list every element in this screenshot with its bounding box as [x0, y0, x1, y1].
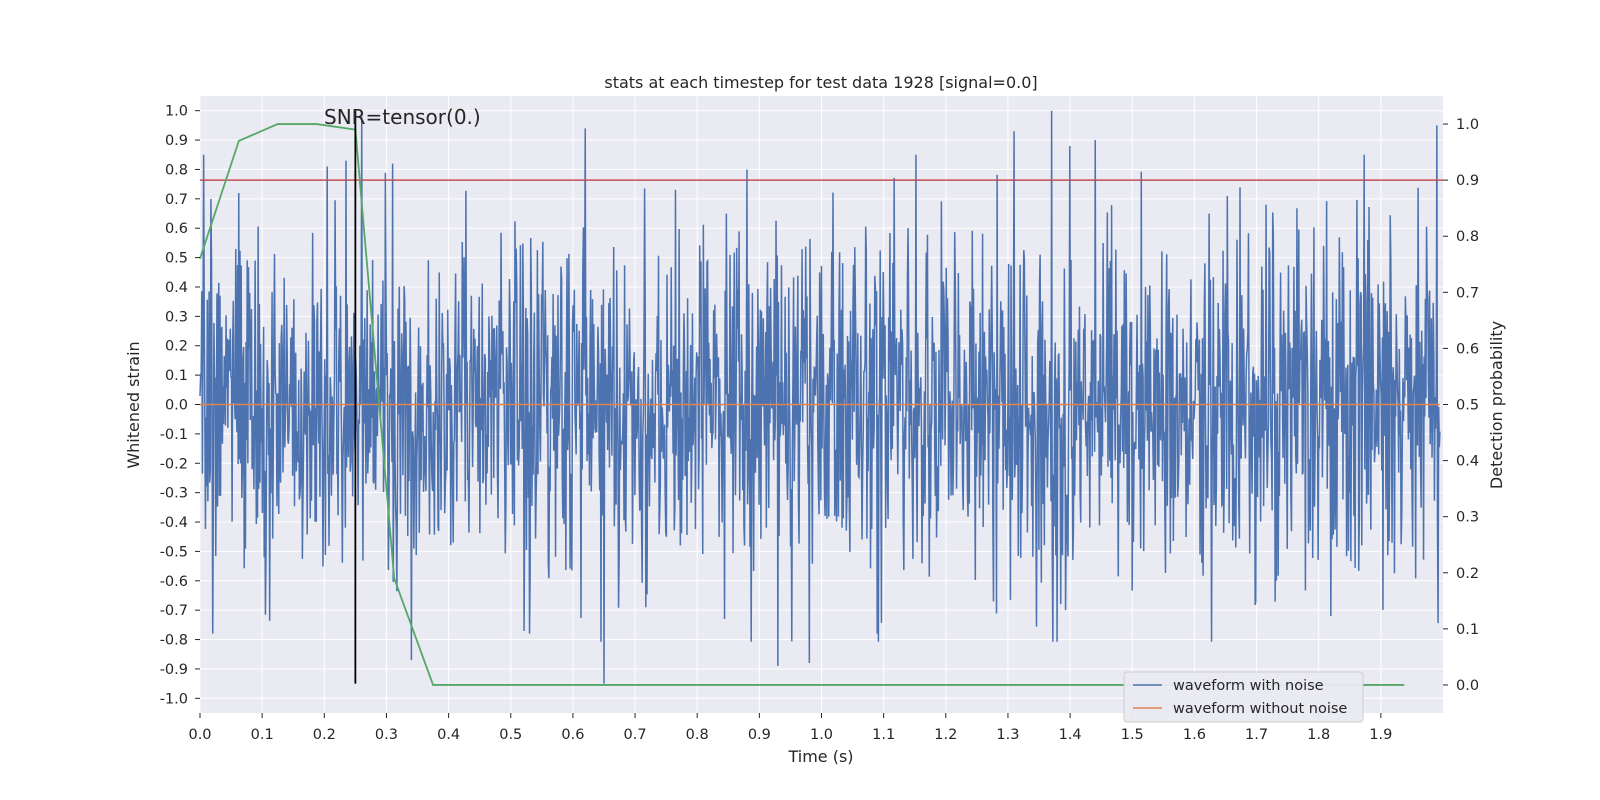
y-right-tick-label: 0.5 [1456, 398, 1479, 414]
x-tick-label: 1.4 [1059, 727, 1082, 743]
x-tick-label: 0.1 [251, 727, 274, 743]
legend-box [1123, 671, 1364, 723]
detection-probability-line [199, 123, 1405, 686]
x-tick-label: 0.9 [748, 727, 771, 743]
y-right-tick-label: 0.9 [1456, 173, 1479, 189]
y-left-tick-label: -0.2 [160, 456, 188, 472]
chart-title: stats at each timestep for test data 192… [604, 73, 1037, 92]
legend-label-noise: waveform with noise [1173, 678, 1324, 694]
x-tick-label: 1.6 [1183, 727, 1206, 743]
x-tick-label: 0.3 [375, 727, 398, 743]
y-right-tick-label: 0.3 [1456, 510, 1479, 526]
waveform-with-noise-line [199, 110, 1441, 684]
y-left-tick-label: 0.6 [165, 221, 188, 237]
y-left-tick-label: 0.4 [165, 280, 188, 296]
x-tick-labels: 0.0 0.1 0.2 0.3 0.4 0.5 0.6 0.7 0.8 0.9 1.0 1.1 1.2 1… [188, 713, 1392, 743]
x-tick-label: 0.6 [561, 727, 584, 743]
x-tick-label: 0.4 [437, 727, 460, 743]
y-axis-label-left: Whitened strain [124, 341, 143, 468]
series-waveform-with-noise [199, 110, 1441, 684]
y-axis-label-right: Detection probability [1487, 321, 1506, 489]
x-tick-label: 0.2 [313, 727, 336, 743]
y-left-tick-label: 0.9 [165, 133, 188, 149]
y-left-tick-label: -0.6 [160, 574, 188, 590]
y-left-tick-label: 0.5 [165, 251, 188, 267]
y-left-tick-label: -1.0 [160, 691, 188, 707]
y-left-tick-labels: 1.0 0.9 0.8 0.7 0.6 0.5 0.4 0.3 0.2 0.1 0.0 -0.1 -0.… [160, 104, 200, 707]
y-right-tick-label: 0.8 [1456, 229, 1479, 245]
x-tick-label: 1.0 [810, 727, 833, 743]
x-tick-label: 1.5 [1121, 727, 1144, 743]
y-left-tick-label: 0.3 [165, 309, 188, 325]
y-left-tick-label: 1.0 [165, 104, 188, 120]
x-tick-label: 1.2 [934, 727, 957, 743]
y-left-tick-label: -0.8 [160, 633, 188, 649]
y-right-tick-label: 0.4 [1456, 454, 1479, 470]
y-left-tick-label: -0.9 [160, 662, 188, 678]
series-detection-probability [199, 123, 1405, 686]
y-right-tick-label: 0.7 [1456, 285, 1479, 301]
y-left-tick-label: 0.7 [165, 192, 188, 208]
x-tick-label: 1.7 [1245, 727, 1268, 743]
y-right-tick-labels: 1.0 0.9 0.8 0.7 0.6 0.5 0.4 0.3 0.2 0.1 0.0 [1443, 117, 1479, 694]
x-tick-label: 0.8 [686, 727, 709, 743]
y-left-tick-label: -0.3 [160, 486, 188, 502]
y-right-tick-label: 0.2 [1456, 566, 1479, 582]
x-tick-label: 1.1 [872, 727, 895, 743]
y-left-tick-label: 0.0 [165, 398, 188, 414]
x-tick-label: 1.8 [1307, 727, 1330, 743]
y-left-tick-label: 0.2 [165, 339, 188, 355]
y-left-tick-label: -0.4 [160, 515, 188, 531]
y-left-tick-label: 0.1 [165, 368, 188, 384]
legend: waveform with noise waveform without noi… [1123, 671, 1364, 723]
y-left-tick-label: -0.7 [160, 603, 188, 619]
y-right-tick-label: 0.6 [1456, 341, 1479, 357]
x-tick-label: 0.7 [624, 727, 647, 743]
snr-annotation: SNR=tensor(0.) [324, 105, 481, 129]
y-left-tick-label: -0.5 [160, 544, 188, 560]
x-tick-label: 1.9 [1369, 727, 1392, 743]
y-right-tick-label: 0.0 [1456, 678, 1479, 694]
y-left-tick-label: 0.8 [165, 162, 188, 178]
x-axis-label: Time (s) [787, 747, 853, 766]
y-right-tick-label: 1.0 [1456, 117, 1479, 133]
x-tick-label: 0.0 [188, 727, 211, 743]
y-left-tick-label: -0.1 [160, 427, 188, 443]
x-tick-label: 1.3 [996, 727, 1019, 743]
legend-label-clean: waveform without noise [1173, 701, 1347, 717]
y-right-tick-label: 0.1 [1456, 622, 1479, 638]
x-tick-label: 0.5 [499, 727, 522, 743]
